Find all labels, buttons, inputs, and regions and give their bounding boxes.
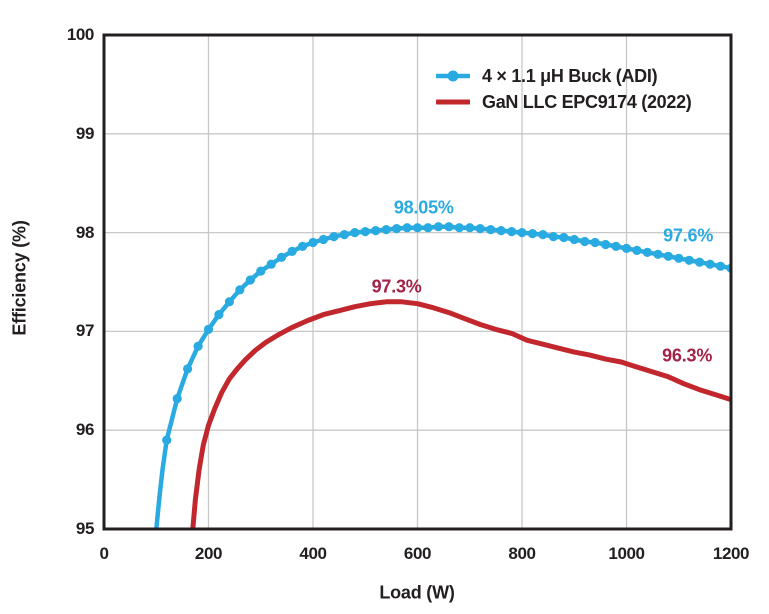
- x-tick-label: 0: [99, 544, 109, 563]
- data-point-marker: [277, 252, 287, 262]
- data-point-marker: [193, 341, 203, 351]
- data-point-marker: [308, 237, 318, 248]
- data-point-marker: [496, 226, 506, 236]
- data-point-marker: [642, 247, 653, 257]
- data-point-marker: [569, 234, 579, 245]
- data-point-marker: [287, 246, 297, 256]
- x-tick-label: 600: [403, 544, 432, 563]
- legend-item-gan-llc: GaN LLC EPC9174 (2022): [436, 89, 692, 115]
- value-annotation: 97.3%: [371, 276, 422, 297]
- data-point-marker: [339, 230, 349, 240]
- data-point-marker: [632, 245, 642, 255]
- data-point-marker: [183, 364, 193, 374]
- data-point-marker: [444, 222, 454, 232]
- series-line-1: [190, 299, 732, 530]
- x-tick-label: 1200: [712, 544, 750, 563]
- value-annotation: 97.6%: [663, 225, 714, 246]
- plot-border: [102, 33, 733, 531]
- data-point-marker: [465, 223, 475, 233]
- data-point-marker: [621, 243, 632, 253]
- x-tick-label: 1000: [608, 544, 645, 563]
- data-point-marker: [203, 324, 214, 334]
- value-annotation: 98.05%: [393, 197, 454, 218]
- data-point-marker: [350, 228, 360, 238]
- data-point-marker: [360, 227, 370, 237]
- y-tick-label: 98: [75, 222, 95, 242]
- data-point-marker: [392, 224, 402, 234]
- data-point-marker: [674, 253, 684, 263]
- x-tick-label: 400: [299, 544, 327, 563]
- x-tick-label: 800: [508, 544, 536, 563]
- value-annotation: 96.3%: [662, 345, 713, 366]
- data-point-marker: [224, 297, 234, 307]
- y-tick-label: 100: [66, 25, 95, 44]
- data-point-marker: [318, 234, 328, 245]
- buck-series-line-marker-icon: [436, 70, 470, 82]
- y-tick-label: 97: [75, 321, 95, 341]
- data-point-marker: [663, 251, 673, 261]
- data-point-marker: [297, 241, 308, 251]
- data-point-marker: [601, 239, 611, 250]
- y-axis-title: Efficiency (%): [9, 220, 30, 336]
- data-point-marker: [507, 227, 517, 237]
- data-point-marker: [423, 223, 433, 233]
- y-tick-label: 95: [75, 519, 95, 538]
- data-point-marker: [256, 266, 266, 276]
- data-point-marker: [172, 394, 182, 404]
- data-point-marker: [548, 232, 559, 242]
- y-tick-label: 96: [75, 420, 95, 440]
- data-point-marker: [162, 435, 172, 445]
- x-tick-label: 200: [194, 544, 223, 563]
- data-point-marker: [611, 241, 621, 251]
- data-point-marker: [715, 261, 726, 271]
- data-point-marker: [590, 237, 600, 248]
- legend: 4 × 1.1 μH Buck (ADI) GaN LLC EPC9174 (2…: [436, 63, 692, 115]
- legend-label-gan-llc: GaN LLC EPC9174 (2022): [482, 91, 692, 112]
- data-point-marker: [517, 228, 527, 238]
- y-tick-label: 99: [75, 123, 95, 143]
- data-point-marker: [559, 232, 569, 243]
- data-point-marker: [214, 310, 224, 320]
- data-point-marker: [433, 222, 443, 232]
- data-point-marker: [475, 224, 485, 234]
- data-point-marker: [329, 232, 339, 242]
- data-point-marker: [486, 225, 496, 235]
- series-line-0: [154, 224, 732, 530]
- legend-item-buck: 4 × 1.1 μH Buck (ADI): [436, 63, 692, 89]
- data-point-marker: [412, 223, 423, 233]
- data-point-marker: [705, 259, 715, 269]
- data-point-marker: [381, 225, 391, 235]
- data-point-marker: [245, 275, 255, 285]
- data-point-marker: [371, 226, 381, 236]
- data-point-marker: [538, 230, 548, 240]
- data-point-marker: [266, 259, 276, 269]
- data-point-marker: [684, 255, 694, 265]
- gan-series-line-icon: [436, 99, 470, 105]
- data-point-marker: [402, 223, 412, 233]
- data-point-marker: [580, 236, 590, 247]
- data-point-marker: [695, 257, 705, 267]
- data-point-marker: [235, 285, 245, 295]
- legend-label-buck: 4 × 1.1 μH Buck (ADI): [482, 65, 658, 86]
- data-point-marker: [527, 229, 538, 239]
- data-point-marker: [653, 249, 663, 259]
- x-axis-title: Load (W): [379, 582, 455, 603]
- data-point-marker: [454, 223, 464, 233]
